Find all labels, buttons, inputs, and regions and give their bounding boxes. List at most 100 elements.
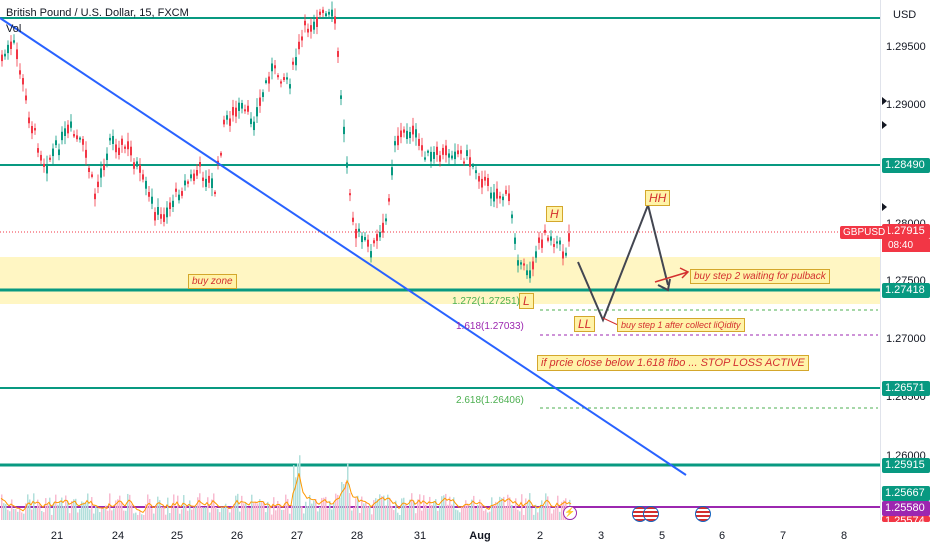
lightning-event-icon[interactable]: ⚡ (563, 506, 577, 520)
volume-bar (47, 503, 49, 520)
ticker-badge: GBPUSD (840, 226, 889, 239)
candle-body (82, 138, 84, 145)
candle-body (562, 251, 564, 259)
candle-body (547, 237, 549, 241)
volume-bar (159, 500, 161, 520)
candle-body (376, 234, 378, 241)
volume-bar (87, 493, 89, 520)
alert-arrow-icon[interactable] (882, 97, 887, 105)
uk-flag-event-icon[interactable] (643, 506, 659, 522)
candle-body (31, 126, 33, 134)
buy-step-2-arrow-icon (654, 267, 690, 283)
volume-bar (277, 501, 279, 520)
candle-body (112, 135, 114, 144)
volume-bar (37, 499, 39, 520)
volume-bar (103, 508, 105, 520)
volume-bar (133, 513, 135, 520)
candle-body (283, 77, 285, 81)
candle-body (514, 237, 516, 244)
volume-bar (491, 497, 493, 520)
candle-body (400, 130, 402, 138)
label-ll[interactable]: LL (574, 316, 596, 332)
volume-bar (475, 508, 477, 520)
volume-bar (129, 494, 131, 520)
time-tick: 25 (170, 530, 184, 542)
currency-label[interactable]: USD (893, 9, 917, 21)
volume-bar (83, 502, 85, 520)
buy-zone-note[interactable]: buy zone (188, 274, 237, 289)
candle-body (289, 84, 291, 89)
volume-bar (381, 496, 383, 520)
candle-body (409, 131, 411, 139)
candle-body (457, 150, 459, 155)
price-tick: 1.27000 (886, 333, 926, 345)
volume-bar (513, 508, 515, 520)
fib-1272-label: 1.272(1.27251) (452, 296, 520, 307)
level-tag: 1.27418 (882, 283, 930, 298)
volume-bar (279, 503, 281, 520)
volume-bar (319, 506, 321, 520)
buy-step-2-note[interactable]: buy step 2 waiting for pulback (690, 269, 830, 284)
buy-step-1-note[interactable]: buy step 1 after collect liQidity (617, 318, 745, 332)
candle-body (343, 126, 345, 135)
label-h[interactable]: H (546, 206, 563, 222)
candle-body (118, 147, 120, 156)
volume-bar (329, 500, 331, 520)
volume-bar (137, 514, 139, 520)
candle-body (94, 193, 96, 200)
stop-loss-note[interactable]: if prcie close below 1.618 fibo ... STOP… (537, 355, 809, 371)
volume-bar (125, 510, 127, 520)
candle-body (385, 218, 387, 222)
volume-bar (411, 493, 413, 520)
candle-body (370, 251, 372, 258)
volume-bar (371, 514, 373, 520)
label-hh[interactable]: HH (645, 190, 671, 206)
volume-bar (167, 497, 169, 520)
volume-bar (67, 500, 69, 520)
volume-bar (181, 509, 183, 520)
candle-body (229, 118, 231, 126)
volume-bar (341, 481, 343, 520)
candle-body (484, 176, 486, 181)
volume-bar (179, 513, 181, 520)
volume-bar (535, 504, 537, 520)
volume-bar (33, 493, 35, 520)
alert-arrow-icon[interactable] (882, 203, 887, 211)
volume-bar (55, 494, 57, 520)
volume-bar (149, 498, 151, 520)
candle-body (430, 151, 432, 162)
candle-body (28, 117, 30, 124)
volume-bar (473, 495, 475, 520)
candle-body (421, 145, 423, 151)
alert-arrow-icon[interactable] (882, 121, 887, 129)
label-l[interactable]: L (519, 293, 534, 309)
level-tag: 1.28490 (882, 158, 930, 173)
volume-bar (361, 496, 363, 520)
volume-bar (249, 507, 251, 520)
volume-bar (7, 509, 9, 520)
volume-bar (515, 498, 517, 520)
volume-ma-line (0, 473, 572, 514)
volume-bar (211, 499, 213, 520)
volume-bar (5, 503, 7, 520)
projection-path[interactable] (577, 201, 669, 323)
volume-bar (131, 504, 133, 520)
volume-bar (99, 512, 101, 520)
candle-body (262, 92, 264, 97)
time-tick: 7 (779, 530, 787, 542)
volume-bar (359, 512, 361, 520)
candle-body (166, 207, 168, 218)
volume-bar (347, 463, 349, 520)
candle-body (331, 9, 333, 17)
trend-line[interactable] (0, 17, 687, 476)
candle-body (274, 65, 276, 69)
time-tick: 21 (50, 530, 64, 542)
volume-bar (177, 495, 179, 520)
us-flag-event-icon[interactable] (695, 506, 711, 522)
volume-bar (49, 497, 51, 520)
candle-body (247, 105, 249, 112)
candle-body (244, 109, 246, 112)
candle-body (358, 228, 360, 232)
volume-bar (469, 506, 471, 520)
volume-bar (367, 506, 369, 520)
